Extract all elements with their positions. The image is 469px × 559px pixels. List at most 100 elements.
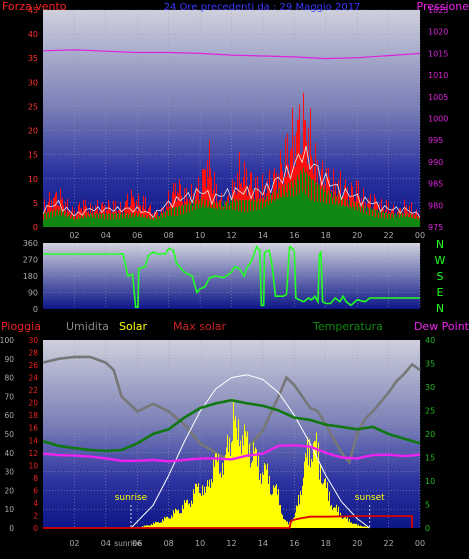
wind-avg-bar <box>397 215 398 227</box>
solar-bar <box>299 504 300 528</box>
solar-bar <box>240 441 241 528</box>
wind-avg-bar <box>311 201 312 227</box>
solar-bar <box>260 474 261 528</box>
solar-bar <box>223 475 224 528</box>
solar-bar <box>155 522 156 528</box>
wind-avg-bar <box>180 215 181 227</box>
wind-avg-bar <box>293 197 294 227</box>
rain-y-tick-label: 26 <box>28 361 38 370</box>
solar-bar <box>286 522 287 528</box>
solar-bar <box>252 461 253 528</box>
humidity-y-tick-label: 90 <box>4 355 14 364</box>
wind-avg-bar <box>97 214 98 227</box>
wind-avg-bar <box>257 202 258 227</box>
wind-avg-bar <box>45 213 46 227</box>
wind-avg-bar <box>188 203 189 227</box>
wind-avg-bar <box>110 220 111 227</box>
wind-avg-bar <box>265 207 266 227</box>
solar-bar <box>178 510 179 528</box>
solar-bar <box>276 484 277 528</box>
temperature-y-tick-label: 0 <box>425 524 430 533</box>
solar-bar <box>225 455 226 528</box>
wind-avg-bar <box>277 199 278 227</box>
wind-avg-bar <box>357 211 358 227</box>
wind-avg-bar <box>267 196 268 227</box>
wind-avg-bar <box>109 214 110 227</box>
solar-bar <box>297 506 298 528</box>
wind-avg-bar <box>141 217 142 227</box>
solar-bar <box>317 460 318 528</box>
wind-avg-bar <box>291 181 292 227</box>
humidity-y-tick-label: 20 <box>4 486 14 495</box>
wind-avg-bar <box>381 218 382 227</box>
wind-avg-bar <box>116 219 117 227</box>
wind-avg-bar <box>338 205 339 227</box>
wind-avg-bar <box>283 195 284 227</box>
wind-avg-bar <box>206 200 207 227</box>
wind-avg-bar <box>125 218 126 227</box>
solar-bar <box>344 517 345 528</box>
wind-avg-bar <box>207 208 208 227</box>
wind-avg-bar <box>304 173 305 227</box>
wind-avg-bar <box>200 198 201 227</box>
wind-x-tick-label: 06 <box>132 231 142 240</box>
solar-bar <box>339 517 340 528</box>
wind-avg-bar <box>49 218 50 227</box>
wind-avg-bar <box>99 213 100 227</box>
wind-avg-bar <box>132 215 133 227</box>
rain-y-tick-label: 30 <box>28 336 38 345</box>
solar-bar <box>283 519 284 528</box>
temperature-y-tick-label: 15 <box>425 454 435 463</box>
wind-avg-bar <box>358 203 359 227</box>
wind-avg-bar <box>366 214 367 227</box>
pressure-label: Pressione <box>417 0 469 13</box>
rain-y-tick-label: 0 <box>33 524 38 533</box>
solar-bar <box>190 507 191 528</box>
solar-bar <box>181 513 182 528</box>
wind-avg-bar <box>108 213 109 227</box>
wind-avg-bar <box>56 211 57 227</box>
direction-y-tick-label: 0 <box>33 305 38 314</box>
wind-avg-bar <box>315 182 316 227</box>
solar-bar <box>261 484 262 528</box>
temperature-y-tick-label: 25 <box>425 407 435 416</box>
solar-bar <box>265 465 266 528</box>
direction-y-tick-label: 270 <box>23 256 38 265</box>
solar-bar <box>183 509 184 528</box>
solar-bar <box>165 518 166 528</box>
solar-bar <box>168 518 169 528</box>
wind-x-tick-label: 20 <box>352 231 362 240</box>
wind-avg-bar <box>145 215 146 227</box>
wind-avg-bar <box>88 216 89 227</box>
wind-avg-bar <box>219 207 220 227</box>
wind-avg-bar <box>324 192 325 227</box>
wind-avg-bar <box>192 211 193 227</box>
wind-avg-bar <box>218 202 219 227</box>
wind-avg-bar <box>231 202 232 227</box>
wind-avg-bar <box>160 213 161 227</box>
wind-avg-bar <box>320 202 321 227</box>
wind-avg-bar <box>322 186 323 227</box>
wind-avg-bar <box>240 201 241 227</box>
solar-bar <box>211 479 212 528</box>
wind-avg-bar <box>126 215 127 227</box>
wind-avg-bar <box>300 170 301 227</box>
solar-bar <box>215 453 216 528</box>
wind-avg-bar <box>104 219 105 227</box>
wind-avg-bar <box>294 180 295 227</box>
solar-bar <box>208 487 209 528</box>
solar-bar <box>328 501 329 528</box>
wind-avg-bar <box>149 218 150 227</box>
solar-bar <box>207 480 208 528</box>
solar-bar <box>256 449 257 528</box>
wind-avg-bar <box>412 218 413 227</box>
solar-bar <box>255 447 256 528</box>
wind-avg-bar <box>269 201 270 227</box>
wind-avg-bar <box>106 214 107 227</box>
wind-y-tick-label: 25 <box>28 102 38 111</box>
wind-avg-bar <box>83 218 84 227</box>
solar-bar <box>352 524 353 528</box>
solar-label: Solar <box>119 320 148 333</box>
wind-avg-bar <box>80 219 81 227</box>
